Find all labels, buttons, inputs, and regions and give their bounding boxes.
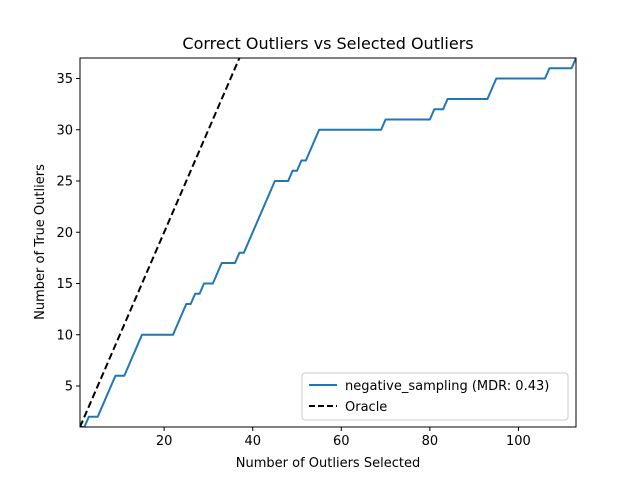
y-tick-label: 10	[56, 328, 73, 343]
legend-label-oracle: Oracle	[345, 400, 387, 415]
series-line-oracle	[80, 58, 241, 427]
y-axis-label: Number of True Outliers	[33, 164, 48, 320]
x-tick-label: 100	[506, 434, 531, 449]
y-tick-label: 15	[56, 277, 73, 292]
y-tick-label: 25	[56, 175, 73, 190]
x-tick-label: 60	[333, 434, 350, 449]
series-line-negative-sampling-mdr-0-43	[80, 58, 576, 427]
x-tick-label: 40	[244, 434, 261, 449]
y-axis: 5 10 15 20 25 30 35	[56, 72, 80, 395]
series-layer	[80, 58, 576, 427]
legend-box	[301, 372, 569, 421]
y-tick-label: 35	[56, 72, 73, 87]
x-tick-label: 20	[156, 434, 173, 449]
x-axis: 20 40 60 80 100	[156, 427, 531, 449]
plot-frame	[79, 57, 577, 428]
chart-title: Correct Outliers vs Selected Outliers	[182, 34, 473, 53]
x-axis-label: Number of Outliers Selected	[236, 456, 420, 471]
y-tick-label: 5	[65, 380, 73, 395]
legend: negative_sampling (MDR: 0.43) Oracle	[301, 372, 569, 421]
y-tick-label: 30	[56, 123, 73, 138]
x-tick-label: 80	[422, 434, 439, 449]
legend-label-negative-sampling: negative_sampling (MDR: 0.43)	[345, 379, 549, 394]
y-tick-label: 20	[56, 226, 73, 241]
